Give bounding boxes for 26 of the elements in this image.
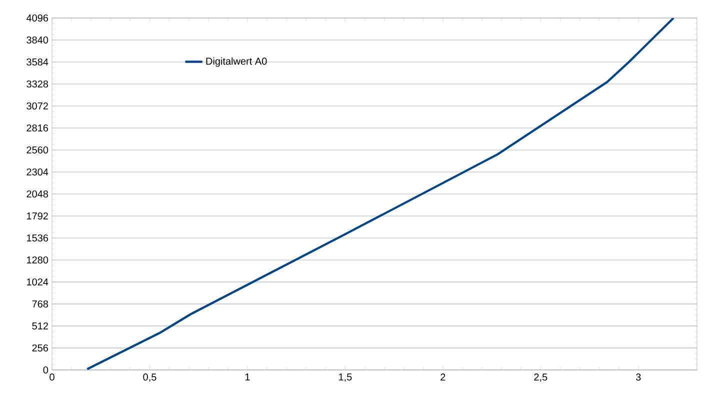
y-tick-label: 3072	[26, 102, 48, 110]
y-tick-label: 2304	[26, 168, 48, 176]
y-tick-label: 768	[32, 300, 48, 308]
x-tick-label: 3	[636, 374, 641, 381]
y-tick-label: 256	[32, 344, 48, 352]
legend-label: Digitalwert A0	[206, 57, 267, 67]
y-tick-label: 0	[43, 366, 48, 374]
x-tick-label: 2,5	[534, 374, 548, 382]
line-series	[86, 18, 675, 370]
x-tick-label: 1	[245, 374, 250, 380]
x-tick-label: 2	[440, 374, 446, 380]
y-tick-label: 1536	[26, 234, 48, 242]
x-tick-label: 1,5	[339, 374, 352, 382]
y-tick-label: 2560	[26, 146, 48, 154]
y-tick-label: 1792	[26, 212, 48, 220]
y-tick-label: 1024	[26, 278, 48, 286]
y-tick-label: 2048	[26, 190, 48, 198]
y-tick-label: 1280	[26, 256, 48, 264]
y-tick-label: 3328	[26, 80, 48, 88]
y-tick-label: 3840	[26, 36, 48, 44]
y-tick-label: 4096	[26, 14, 48, 22]
x-tick-label: 0	[50, 374, 54, 381]
x-tick-label: 0,5	[143, 374, 156, 382]
y-tick-label: 512	[32, 322, 48, 330]
y-tick-label: 3584	[26, 58, 48, 66]
y-tick-label: 2816	[26, 124, 48, 132]
